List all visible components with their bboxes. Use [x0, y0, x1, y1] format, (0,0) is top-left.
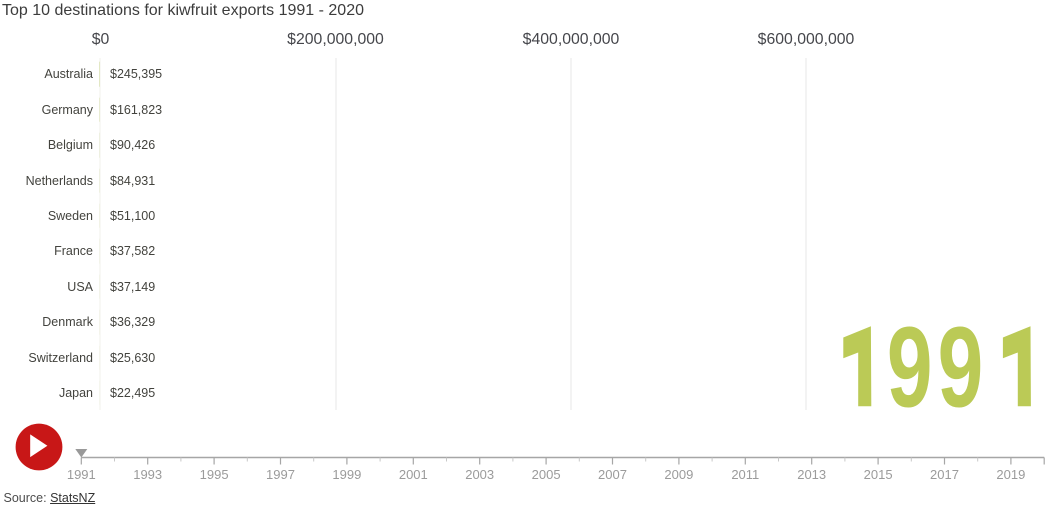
svg-text:9: 9	[938, 304, 984, 420]
svg-text:9: 9	[887, 304, 933, 420]
